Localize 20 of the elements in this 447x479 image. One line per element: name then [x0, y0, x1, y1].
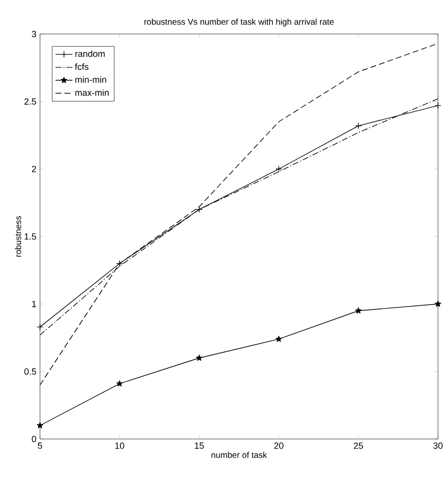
x-axis-title: number of task — [212, 452, 268, 458]
chart-title: robustness Vs number of task with high arrival rate — [144, 18, 334, 26]
y-tick-label: 0 — [32, 436, 36, 442]
x-tick-label: 30 — [433, 442, 443, 449]
x-tick-label: 15 — [194, 442, 204, 449]
y-tick-label: 2 — [32, 166, 36, 172]
y-tick-label: 3 — [32, 30, 36, 38]
y-axis-title: robustness — [14, 216, 22, 257]
x-tick-label: 5 — [38, 442, 42, 449]
x-tick-label: 20 — [274, 442, 284, 449]
y-tick-label: 1.5 — [24, 233, 36, 240]
y-tick-label: 0.5 — [24, 368, 36, 375]
x-tick-label: 10 — [115, 442, 124, 449]
y-tick-label: 1 — [32, 300, 36, 308]
legend-label: max-min — [75, 89, 109, 96]
x-tick-label: 25 — [354, 442, 364, 449]
legend-label: fcfs — [74, 63, 88, 70]
legend-label: min-min — [75, 76, 106, 83]
legend-label: random — [75, 50, 105, 57]
y-tick-label: 2.5 — [24, 98, 36, 105]
